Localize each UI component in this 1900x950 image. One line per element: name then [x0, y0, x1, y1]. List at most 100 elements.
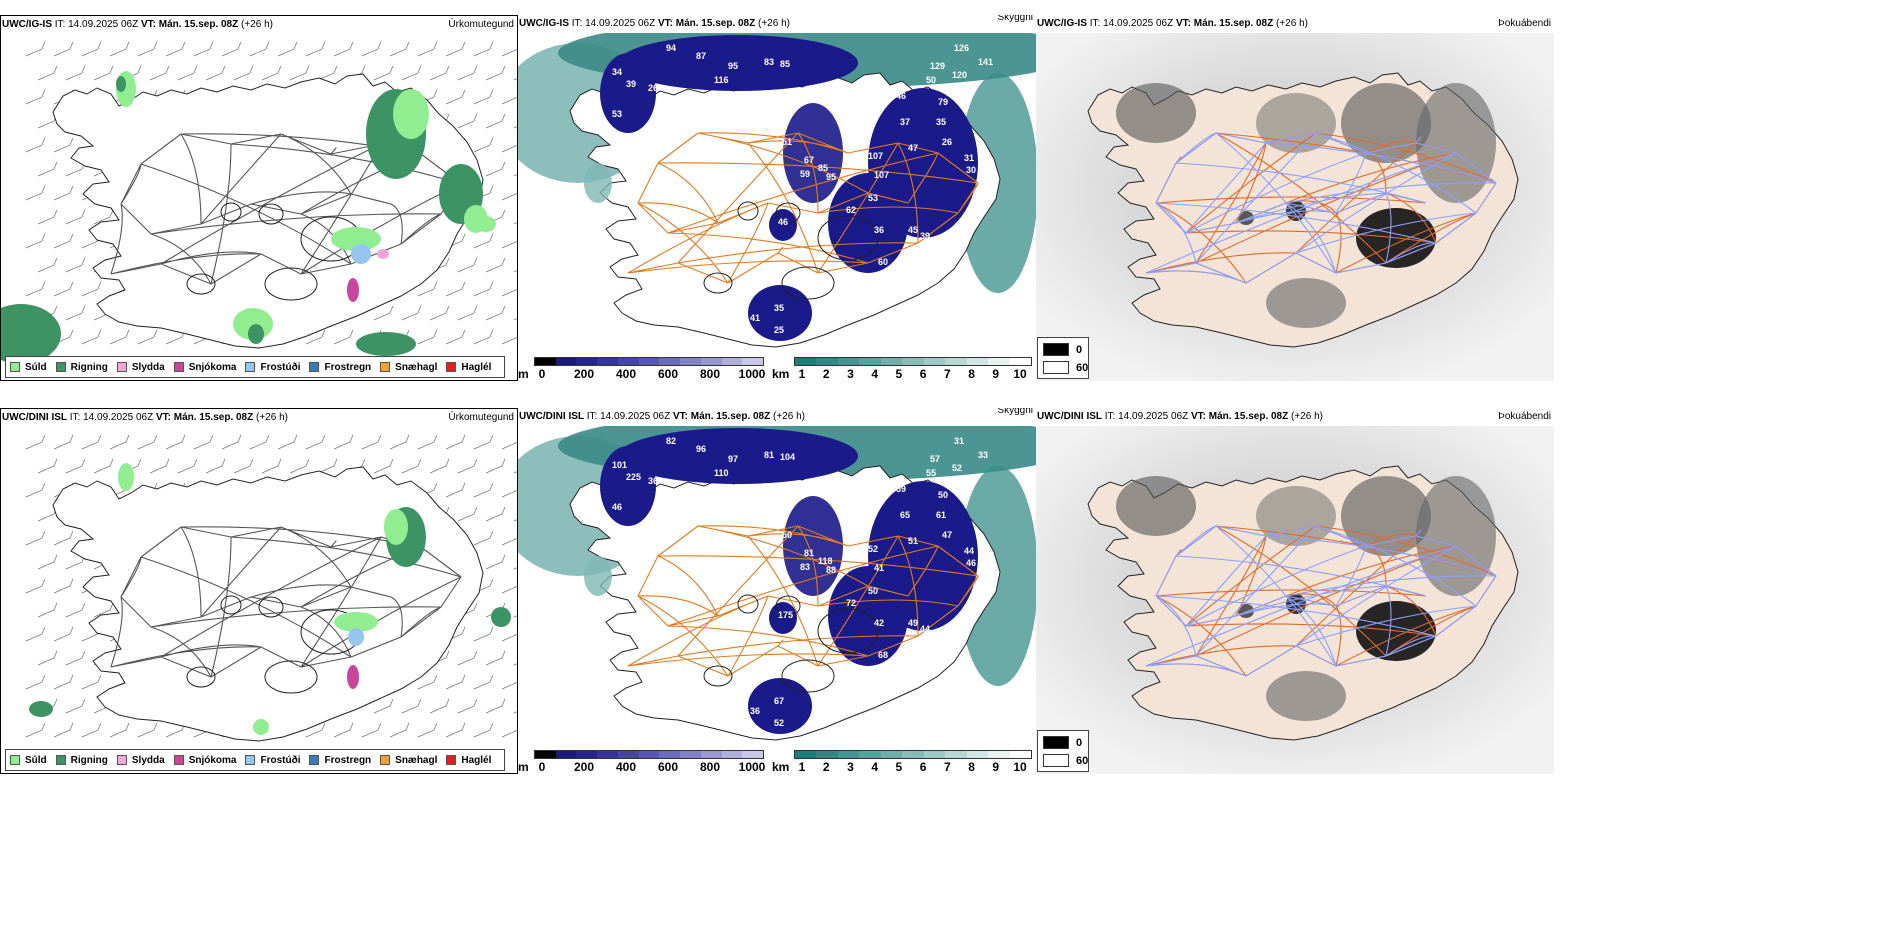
cloud-base-label: 49: [678, 578, 688, 588]
precip-legend-swatch: [309, 362, 320, 372]
cloud-base-label: 30: [966, 165, 976, 175]
precip-legend-swatch: [380, 755, 391, 765]
cloud-base-label: 53: [868, 193, 878, 203]
precip-legend-item: Snjókoma: [173, 755, 236, 766]
cloud-base-label: 95: [728, 61, 738, 71]
precip-legend-swatch: [10, 755, 20, 765]
glacier-outlines: [703, 594, 879, 693]
fog-indicator-map-row1: UWC/IG-IS IT: 14.09.2025 06Z VT: Mán. 15…: [1036, 15, 1554, 381]
precip-legend-swatch: [309, 755, 320, 765]
drizzle-area: [253, 719, 269, 735]
cloud-base-label: 31: [954, 436, 964, 446]
colorbar-tick: 1000: [738, 367, 766, 381]
low-cloud-base-area: [600, 446, 656, 526]
cloud-base-label: 26: [648, 83, 658, 93]
precip-legend-item: Slydda: [116, 754, 165, 766]
colorbar-tick: 400: [615, 367, 637, 381]
drizzle-area: [476, 216, 496, 232]
cloud-base-label: 65: [900, 510, 910, 520]
colorbar-tick: 1: [798, 760, 806, 774]
precip-legend-item: Snjókoma: [173, 361, 237, 373]
fog-area: [1341, 83, 1431, 163]
colorbar-tick: 3: [847, 367, 854, 381]
cloud-base-label: 85: [818, 163, 828, 173]
road-network: [1145, 132, 1497, 284]
precip-legend-label: Slydda: [131, 754, 165, 766]
cloud-base-label: 129: [930, 61, 945, 71]
cloud-base-map-row1: UWC/IG-IS IT: 14.09.2025 06Z VT: Mán. 15…: [518, 15, 1036, 381]
cloud-base-label: 49: [908, 618, 918, 628]
fog-area: [1341, 476, 1431, 556]
colorbar-tick: 600: [657, 367, 679, 381]
cloud-base-label: 71: [812, 696, 822, 706]
precip-legend-item: Slydda: [116, 361, 165, 373]
iceland-outline: [52, 466, 484, 742]
fog-area: [1256, 486, 1336, 546]
cloud-base-label: 36: [874, 225, 884, 235]
fog-indicator-map-row2: UWC/DINI ISL IT: 14.09.2025 06Z VT: Mán.…: [1036, 408, 1554, 774]
fog-map-canvas: [1036, 426, 1554, 774]
precip-legend-swatch: [173, 362, 184, 372]
precip-legend-label: Rigning: [70, 361, 108, 373]
cloud-base-label: 175: [778, 610, 793, 620]
precip-legend-swatch: [116, 755, 127, 765]
cloud-base-label: 35: [774, 303, 784, 313]
low-cloud-base-area: [769, 209, 797, 241]
precip-map-canvas: [25, 434, 517, 742]
cloud-base-label: 31: [964, 153, 974, 163]
low-cloud-base-area: [828, 566, 908, 666]
fog-area: [1266, 671, 1346, 721]
cloud-base-label: 52: [952, 463, 962, 473]
cloud-base-label: 47: [848, 109, 858, 119]
cloud-base-label: 141: [978, 57, 993, 67]
colorbar-tick: 9: [992, 367, 1000, 381]
cloud-base-label: 225: [626, 472, 641, 482]
fog-area: [1116, 476, 1196, 536]
precip-legend-item: Rigning: [55, 361, 108, 373]
colorbar-strip: [534, 357, 764, 366]
map-header: UWC/DINI ISL IT: 14.09.2025 06Z VT: Mán.…: [518, 408, 1036, 426]
map-title: Skyggni: [997, 408, 1033, 416]
cloud-base-label: 39: [626, 79, 636, 89]
rain-area: [1, 304, 61, 364]
model-name: UWC/DINI ISL: [2, 412, 67, 423]
colorbar-strip: [794, 357, 1032, 366]
cloud-base-label: 110: [714, 468, 729, 478]
cloud-base-label: 116: [714, 75, 729, 85]
precip-legend-label: Haglél: [461, 361, 492, 373]
cloud-base-label: 96: [696, 444, 706, 454]
precip-legend-swatch: [55, 362, 66, 372]
drizzle-area: [384, 509, 408, 545]
cloud-base-label: 47: [908, 143, 918, 153]
cloud-base-label: 45: [908, 225, 918, 235]
precip-legend-label: Snjókoma: [188, 361, 237, 373]
colorbar-tick: 10: [1013, 367, 1027, 381]
low-cloud-base-area: [783, 103, 843, 203]
colorbar-tick: 200: [573, 760, 595, 774]
cloud-base-labels: 82 96 97 81 104 110 101 225 36 46 31 33 57 55 52 59 72 44…: [612, 436, 988, 728]
colorbar-tick: 2: [822, 760, 830, 774]
precip-legend-label: Frostregn: [324, 361, 372, 373]
cloud-base-label: 52: [774, 718, 784, 728]
colorbar-tick: 1000: [738, 760, 766, 774]
colorbar-tick: 3: [847, 760, 854, 774]
cloud-base-label: 34: [612, 67, 622, 77]
rain-area: [29, 701, 53, 717]
map-title: Úrkomutegund: [448, 412, 514, 423]
precip-legend-label: Slydda: [131, 361, 165, 373]
precip-legend-swatch: [10, 362, 20, 372]
cloud-base-label: 46: [612, 502, 622, 512]
cloud-base-label: 85: [780, 59, 790, 69]
cloud-base-label: 82: [666, 436, 676, 446]
cloud-base-label: 92: [680, 197, 690, 207]
precip-legend-label: Frostúði: [260, 754, 301, 766]
map-header: UWC/DINI ISL IT: 14.09.2025 06Z VT: Mán.…: [1, 409, 517, 427]
precip-legend-item: Snæhagl: [380, 362, 437, 373]
cloud-base-label: 44: [848, 502, 858, 512]
precip-legend-label: Rigning: [70, 754, 108, 766]
cloud-base-label: 107: [868, 151, 883, 161]
fog-map-canvas: [1036, 33, 1554, 381]
precip-legend-swatch: [116, 362, 127, 372]
cloud-base-label: 41: [874, 563, 884, 573]
low-cloud-base-area: [748, 678, 812, 734]
